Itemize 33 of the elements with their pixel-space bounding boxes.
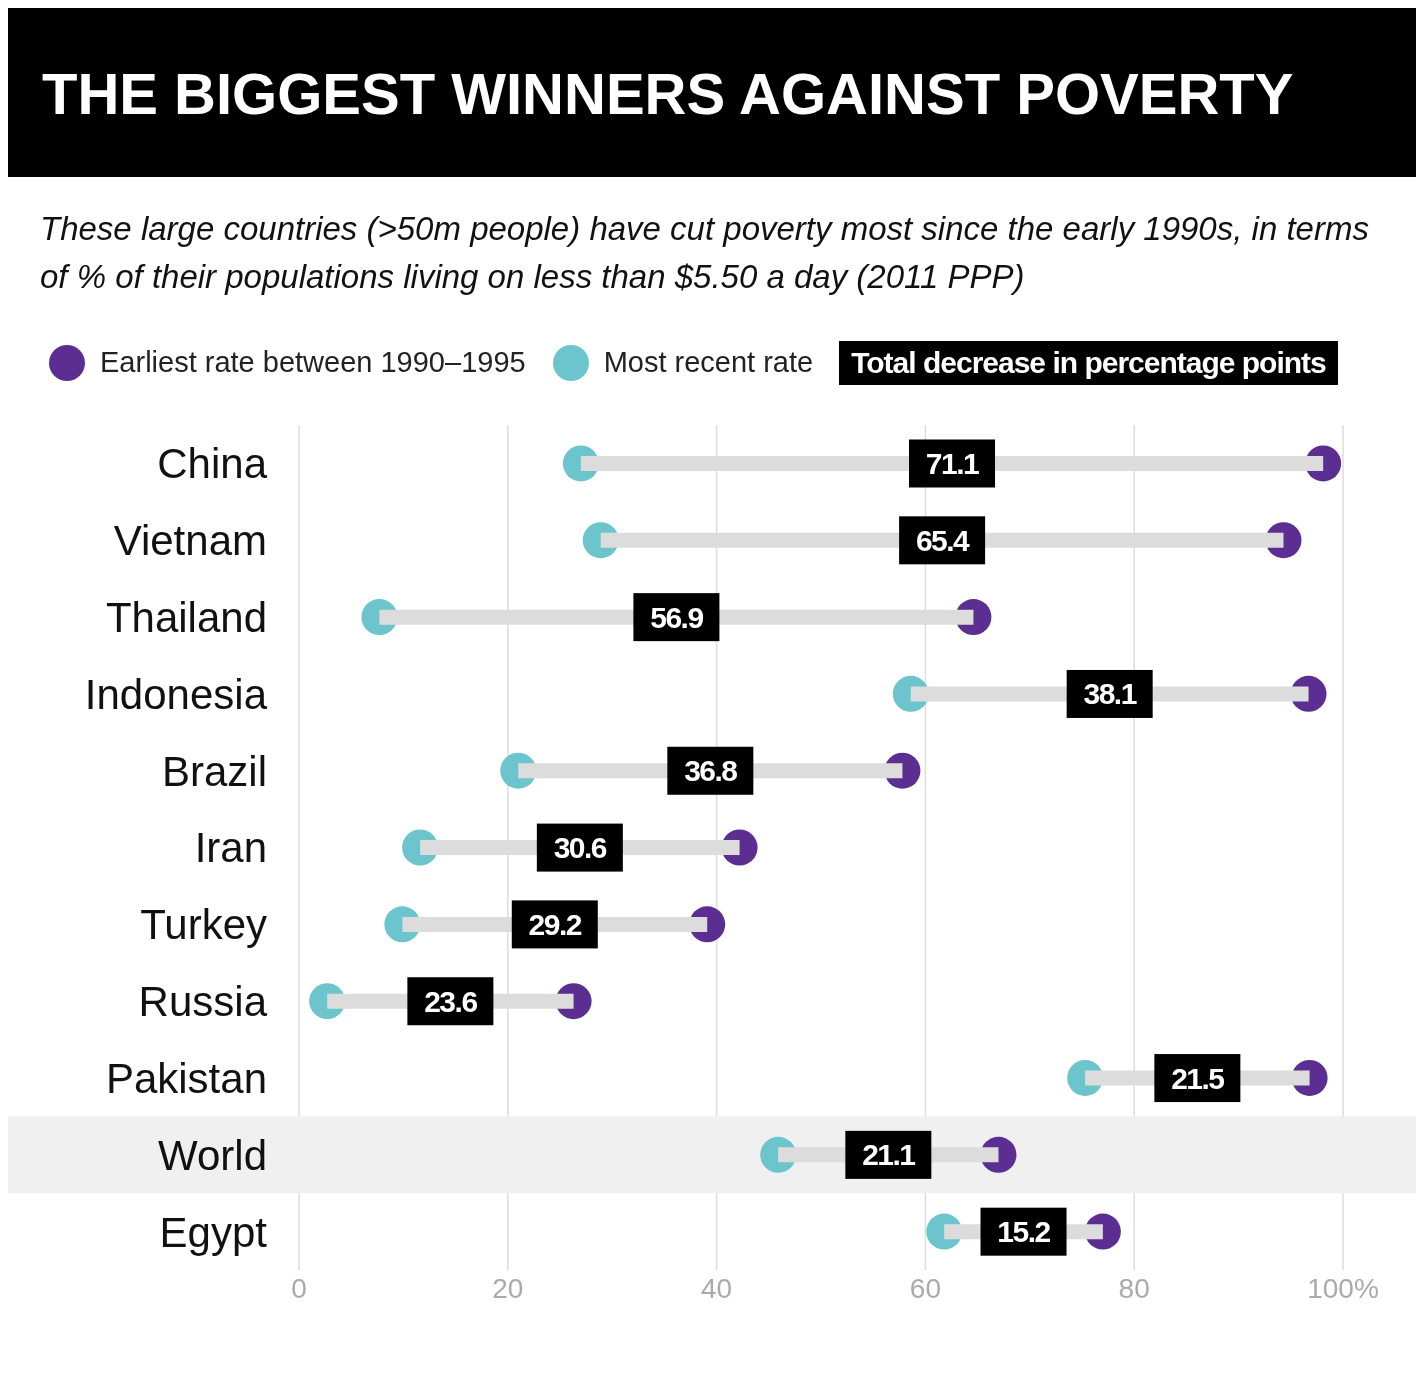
y-tick-label: Indonesia: [84, 670, 268, 718]
y-tick-label: Vietnam: [113, 516, 267, 564]
y-tick-label: Egypt: [159, 1208, 268, 1256]
y-tick-label: Russia: [138, 977, 268, 1025]
x-tick-label: 0: [291, 1272, 307, 1304]
y-tick-label: Thailand: [105, 593, 267, 641]
chart-subtitle: These large countries (>50m people) have cut poverty most since the early 1990s, in terms of % of their populations living on less than $5.50 a day (2011 PPP): [39, 209, 1370, 297]
x-tick-label: 40: [701, 1272, 733, 1304]
x-tick-label: 80: [1118, 1272, 1150, 1304]
x-tick-label: 20: [492, 1272, 524, 1304]
data-label: 21.5: [1171, 1061, 1225, 1095]
y-tick-label: Turkey: [140, 900, 267, 948]
data-label: 71.1: [925, 446, 980, 480]
x-tick-label: 100%: [1307, 1272, 1379, 1304]
data-label: 23.6: [424, 984, 478, 1018]
data-label: 30.6: [553, 830, 607, 864]
data-label: 65.4: [915, 523, 971, 557]
y-tick-label: Pakistan: [105, 1054, 267, 1102]
y-tick-label: China: [157, 440, 268, 488]
y-tick-label: World: [158, 1131, 267, 1179]
data-label: 15.2: [997, 1214, 1051, 1248]
x-tick-label: 60: [909, 1272, 941, 1304]
text: Total decrease in percentage points: [839, 340, 1338, 385]
legend-label: Earliest rate between 1990–1995: [100, 346, 526, 380]
y-tick-label: Iran: [194, 824, 267, 872]
data-label: 21.1: [862, 1138, 916, 1172]
data-label: 29.2: [528, 907, 582, 941]
data-label: 36.8: [684, 753, 738, 787]
chart-title: THE BIGGEST WINNERS AGAINST POVERTY: [8, 8, 1416, 177]
legend-label: Most recent rate: [603, 346, 814, 380]
data-label: 56.9: [650, 600, 704, 634]
data-label: 38.1: [1083, 677, 1137, 711]
y-tick-label: Brazil: [161, 747, 267, 795]
